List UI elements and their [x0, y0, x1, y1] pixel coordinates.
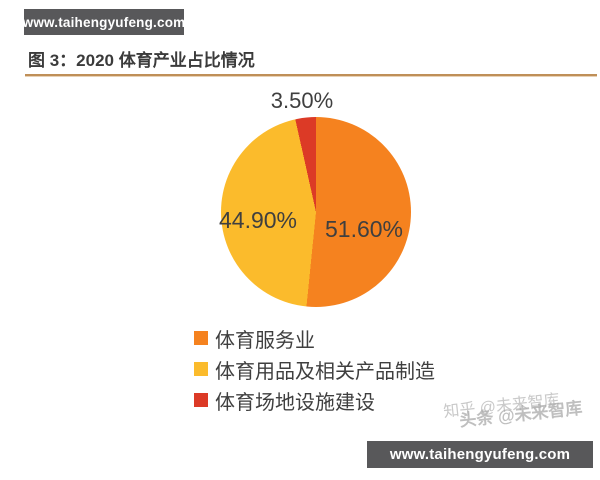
website-watermark-badge-top: www.taihengyufeng.com [23, 9, 185, 35]
legend-swatch-yellow-icon [194, 362, 208, 376]
pie-label-facilities: 3.50% [270, 88, 334, 113]
legend-swatch-orange-icon [194, 331, 208, 345]
legend-label-goods: 体育用品及相关产品制造 [215, 360, 435, 383]
title-underline [25, 74, 597, 76]
social-watermark: 知乎 @未来智库 头条 @未来智库 [443, 390, 600, 440]
website-watermark-badge-bottom: www.taihengyufeng.com [367, 441, 593, 468]
pie-label-services: 51.60% [324, 216, 403, 242]
figure-title: 图 3：2020 体育产业占比情况 [28, 51, 255, 70]
watermark-zhihu: 知乎 @未来智库 [442, 391, 561, 422]
watermark-toutiao: 头条 @未来智库 [458, 398, 584, 431]
legend-label-facilities: 体育场地设施建设 [215, 391, 375, 414]
legend-item-goods: 体育用品及相关产品制造 [194, 358, 435, 383]
legend-label-services: 体育服务业 [215, 329, 315, 352]
pie-legend: 体育服务业 体育用品及相关产品制造 体育场地设施建设 [194, 327, 435, 420]
legend-swatch-red-icon [194, 393, 208, 407]
legend-item-facilities: 体育场地设施建设 [194, 389, 435, 414]
legend-item-services: 体育服务业 [194, 327, 435, 352]
pie-label-goods: 44.90% [218, 207, 297, 233]
pie-chart [221, 117, 411, 307]
